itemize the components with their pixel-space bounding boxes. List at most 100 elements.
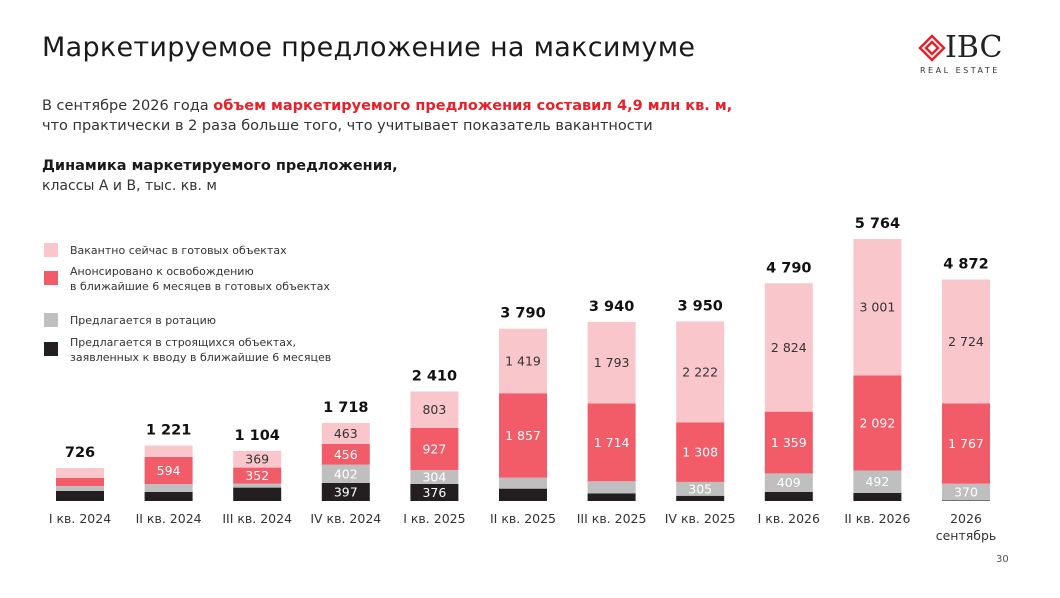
- bar-segment: [321, 482, 370, 501]
- segment-label: 304: [422, 470, 446, 485]
- segment-label: 463: [334, 426, 358, 441]
- bar-segment: [321, 464, 370, 483]
- bar-segment: [144, 457, 193, 484]
- total-label: 4 872: [943, 257, 988, 273]
- x-tick-label: 2026 сентябрь: [936, 511, 997, 543]
- bar-segment: [233, 483, 282, 488]
- segment-label: 1 714: [594, 435, 630, 450]
- page-number: 30: [996, 554, 1009, 565]
- bar-segment: [321, 443, 370, 465]
- bar-segment: [764, 411, 813, 474]
- bar-segment: [853, 470, 902, 493]
- segment-label: 397: [334, 484, 358, 499]
- x-tick-label: IV кв. 2025: [665, 511, 736, 526]
- bar-segment: [321, 422, 370, 444]
- segment-label: 402: [334, 466, 358, 481]
- segment-label: 2 724: [948, 334, 984, 349]
- total-label: 3 950: [677, 298, 722, 314]
- segment-label: 409: [777, 475, 801, 490]
- legend-swatch: [44, 243, 58, 257]
- x-tick-label: II кв. 2025: [490, 511, 556, 526]
- bar-segment: [676, 495, 725, 501]
- bar-segment: [587, 493, 636, 501]
- bar-segment: [942, 403, 990, 484]
- bar-segment: [499, 488, 547, 501]
- x-tick-label: IV кв. 2024: [310, 511, 381, 526]
- legend-label: Вакантно сейчас в готовых объектах: [70, 244, 287, 257]
- x-tick-label: II кв. 2024: [136, 511, 202, 526]
- legend-swatch: [44, 313, 58, 327]
- bar-segment: [144, 445, 193, 457]
- bar-segment: [764, 492, 813, 501]
- bar-segment: [587, 321, 636, 404]
- logo-subtitle: REAL ESTATE: [920, 66, 1000, 75]
- bar-segment: [499, 328, 547, 394]
- total-label: 5 764: [855, 216, 900, 232]
- segment-label: 370: [954, 485, 978, 500]
- total-label: 3 790: [500, 306, 545, 322]
- bar-segment: [764, 283, 813, 412]
- bar-segment: [56, 491, 104, 501]
- segment-label: 803: [422, 402, 446, 417]
- bar-segment: [410, 470, 459, 484]
- total-label: 4 790: [766, 260, 811, 276]
- lead-line2: что практически в 2 раза больше того, чт…: [42, 118, 653, 134]
- bar-segment: [56, 486, 104, 491]
- logo-icon: [918, 34, 946, 62]
- bar-segment: [144, 492, 193, 501]
- segment-label: 3 001: [860, 300, 896, 315]
- bar-segment: [853, 239, 902, 376]
- segment-label: 352: [245, 468, 269, 483]
- bar-segment: [764, 473, 813, 492]
- segment-label: 594: [157, 463, 181, 478]
- bar-segment: [233, 467, 282, 484]
- legend-label: Анонсировано к освобождению в ближайшие 6…: [70, 265, 330, 293]
- bar-segment: [56, 478, 104, 486]
- segment-label: 492: [865, 474, 889, 489]
- segment-label: 1 359: [771, 435, 807, 450]
- bar-segment: [676, 422, 725, 482]
- total-label: 1 104: [234, 428, 279, 444]
- segment-label: 2 092: [860, 415, 896, 430]
- total-label: 2 410: [412, 368, 457, 384]
- bar-segment: [499, 393, 547, 478]
- legend-swatch: [44, 271, 58, 285]
- chart-title: Динамика маркетируемого предложения,: [42, 158, 398, 174]
- bar-segment: [144, 484, 193, 492]
- segment-label: 1 419: [505, 353, 541, 368]
- x-tick-label: III кв. 2025: [577, 511, 647, 526]
- bar-segment: [233, 450, 282, 468]
- segment-label: 376: [422, 485, 446, 500]
- bar-segment: [587, 403, 636, 482]
- slide-title: Маркетируемое предложение на максимуме: [42, 32, 696, 63]
- bar-segment: [499, 477, 547, 489]
- x-tick-label: I кв. 2026: [758, 511, 820, 526]
- bar-segment: [942, 500, 990, 501]
- segment-label: 927: [422, 442, 446, 457]
- bar-segment: [676, 321, 725, 423]
- segment-label: 1 767: [948, 436, 984, 451]
- segment-label: 456: [334, 447, 358, 462]
- legend-label: Предлагается в строящихся объектах, заявл…: [70, 336, 331, 364]
- total-label: 3 940: [589, 299, 634, 315]
- bar-segment: [233, 487, 282, 501]
- segment-label: 1 793: [594, 355, 630, 370]
- segment-label: 2 824: [771, 340, 807, 355]
- bar-segment: [942, 279, 990, 404]
- legend-label: Предлагается в ротацию: [70, 314, 216, 327]
- total-label: 726: [65, 445, 95, 461]
- segment-label: 305: [688, 481, 712, 496]
- bar-segment: [942, 483, 990, 501]
- x-tick-label: III кв. 2024: [222, 511, 292, 526]
- segment-label: 1 857: [505, 428, 541, 443]
- logo: IBC: [945, 30, 1003, 65]
- lead-text: В сентябре 2026 года объем маркетируемог…: [42, 96, 732, 136]
- total-label: 1 718: [323, 400, 368, 416]
- chart-subtitle: классы А и В, тыс. кв. м: [42, 178, 217, 194]
- bar-segment: [410, 483, 459, 501]
- bar-segment: [853, 492, 902, 501]
- bar-segment: [410, 427, 459, 471]
- bar-segment: [56, 468, 104, 478]
